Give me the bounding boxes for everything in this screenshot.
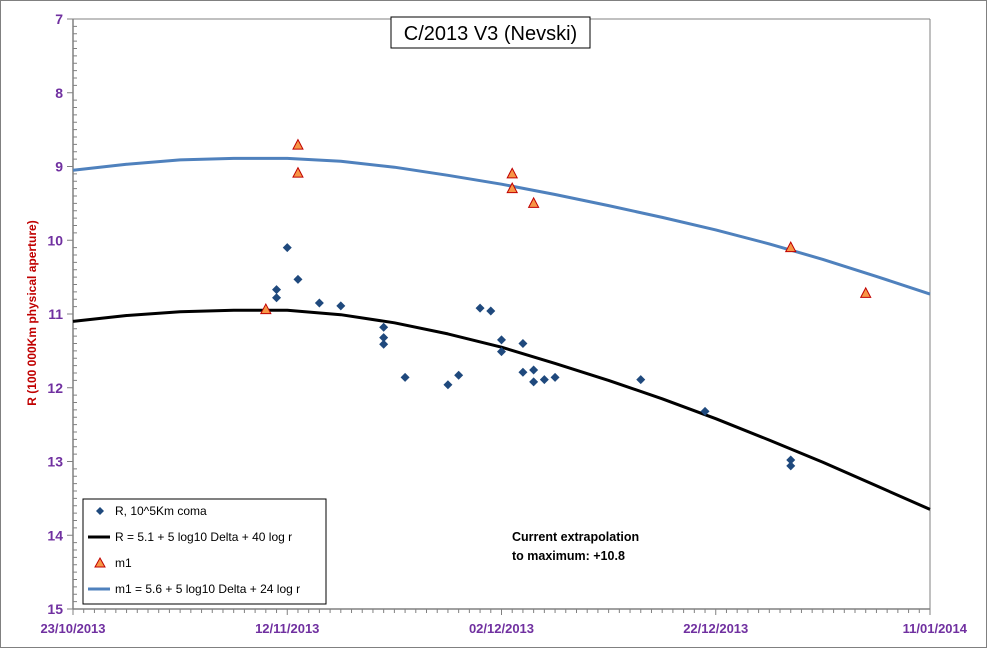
data-point-triangle xyxy=(259,303,272,315)
chart-title-border xyxy=(390,16,591,49)
data-point-diamond xyxy=(314,298,324,308)
legend: R, 10^5Km coma R = 5.1 + 5 log10 Delta +… xyxy=(82,498,327,605)
data-point-diamond xyxy=(518,339,528,348)
x-tick-label: 11/01/2014 xyxy=(903,621,968,636)
x-tick-label: 02/12/2013 xyxy=(469,621,534,636)
data-point-diamond xyxy=(786,461,796,471)
data-point-diamond xyxy=(443,380,453,390)
data-point-triangle xyxy=(784,241,797,253)
data-point-diamond xyxy=(282,243,292,253)
data-point-diamond xyxy=(636,375,646,385)
y-tick-label: 7 xyxy=(55,11,63,27)
x-tick-label: 22/12/2013 xyxy=(683,621,748,636)
data-point-diamond xyxy=(379,333,389,343)
data-point-diamond xyxy=(497,335,506,345)
data-point-diamond xyxy=(550,372,560,382)
data-point-diamond xyxy=(786,455,796,465)
data-point-diamond xyxy=(518,367,528,377)
chart-title: C/2013 V3 (Nevski) xyxy=(404,23,577,45)
legend-triangle-marker xyxy=(94,556,106,568)
annotation-line-1: Current extrapolation xyxy=(512,530,639,544)
annotation-line-2: to maximum: +10.8 xyxy=(512,549,625,563)
y-tick-label: 13 xyxy=(47,454,63,470)
data-point-diamond xyxy=(700,406,710,416)
data-point-diamond xyxy=(379,322,389,332)
data-point-diamond xyxy=(529,365,539,375)
legend-diamond-marker xyxy=(96,507,104,515)
y-tick-label: 8 xyxy=(55,85,63,101)
legend-item: m1 = 5.6 + 5 log10 Delta + 24 log r xyxy=(88,582,300,596)
legend-item: R, 10^5Km coma xyxy=(96,504,207,518)
data-point-diamond xyxy=(293,274,303,284)
data-point-diamond xyxy=(529,377,539,387)
y-tick-label: 15 xyxy=(47,601,63,617)
y-tick-label: 14 xyxy=(47,527,63,543)
data-point-diamond xyxy=(379,339,389,349)
legend-item: R = 5.1 + 5 log10 Delta + 40 log r xyxy=(88,530,292,544)
y-tick-label: 12 xyxy=(47,380,63,396)
data-point-diamond xyxy=(475,303,485,313)
data-point-triangle xyxy=(859,286,872,298)
legend-label: m1 = 5.6 + 5 log10 Delta + 24 log r xyxy=(115,582,300,596)
data-point-triangle xyxy=(292,138,304,150)
legend-label: m1 xyxy=(115,556,132,570)
y-tick-label: 11 xyxy=(48,306,63,322)
data-point-triangle xyxy=(292,166,304,178)
y-axis: 7 8 9 10 11 12 13 14 15 xyxy=(47,11,77,617)
x-axis: 23/10/2013 12/11/2013 02/12/2013 22/12/2013… xyxy=(40,609,968,636)
legend-label: R = 5.1 + 5 log10 Delta + 40 log r xyxy=(115,530,292,544)
data-point-diamond xyxy=(272,293,282,303)
annotation: Current extrapolation to maximum: +10.8 xyxy=(512,530,639,563)
x-tick-label: 12/11/2013 xyxy=(255,621,319,636)
data-point-diamond xyxy=(272,285,282,295)
data-point-diamond xyxy=(486,306,496,316)
legend-label: R, 10^5Km coma xyxy=(115,504,207,518)
chart-title-box: C/2013 V3 (Nevski) xyxy=(390,16,591,49)
data-point-triangle xyxy=(506,182,519,194)
data-point-triangle xyxy=(527,196,540,208)
legend-box xyxy=(82,498,327,605)
y-tick-label: 10 xyxy=(47,232,63,248)
data-point-triangle xyxy=(506,167,519,179)
data-point-diamond xyxy=(497,347,506,357)
legend-item: m1 xyxy=(94,556,132,570)
data-point-diamond xyxy=(454,370,464,380)
data-point-diamond xyxy=(400,372,410,382)
x-tick-label: 23/10/2013 xyxy=(40,621,105,636)
data-point-diamond xyxy=(539,375,549,385)
y-tick-label: 9 xyxy=(55,159,63,175)
y-axis-title: R (100 000Km physical aperture) xyxy=(25,220,39,405)
data-point-diamond xyxy=(336,301,346,311)
series-layer xyxy=(72,138,931,511)
